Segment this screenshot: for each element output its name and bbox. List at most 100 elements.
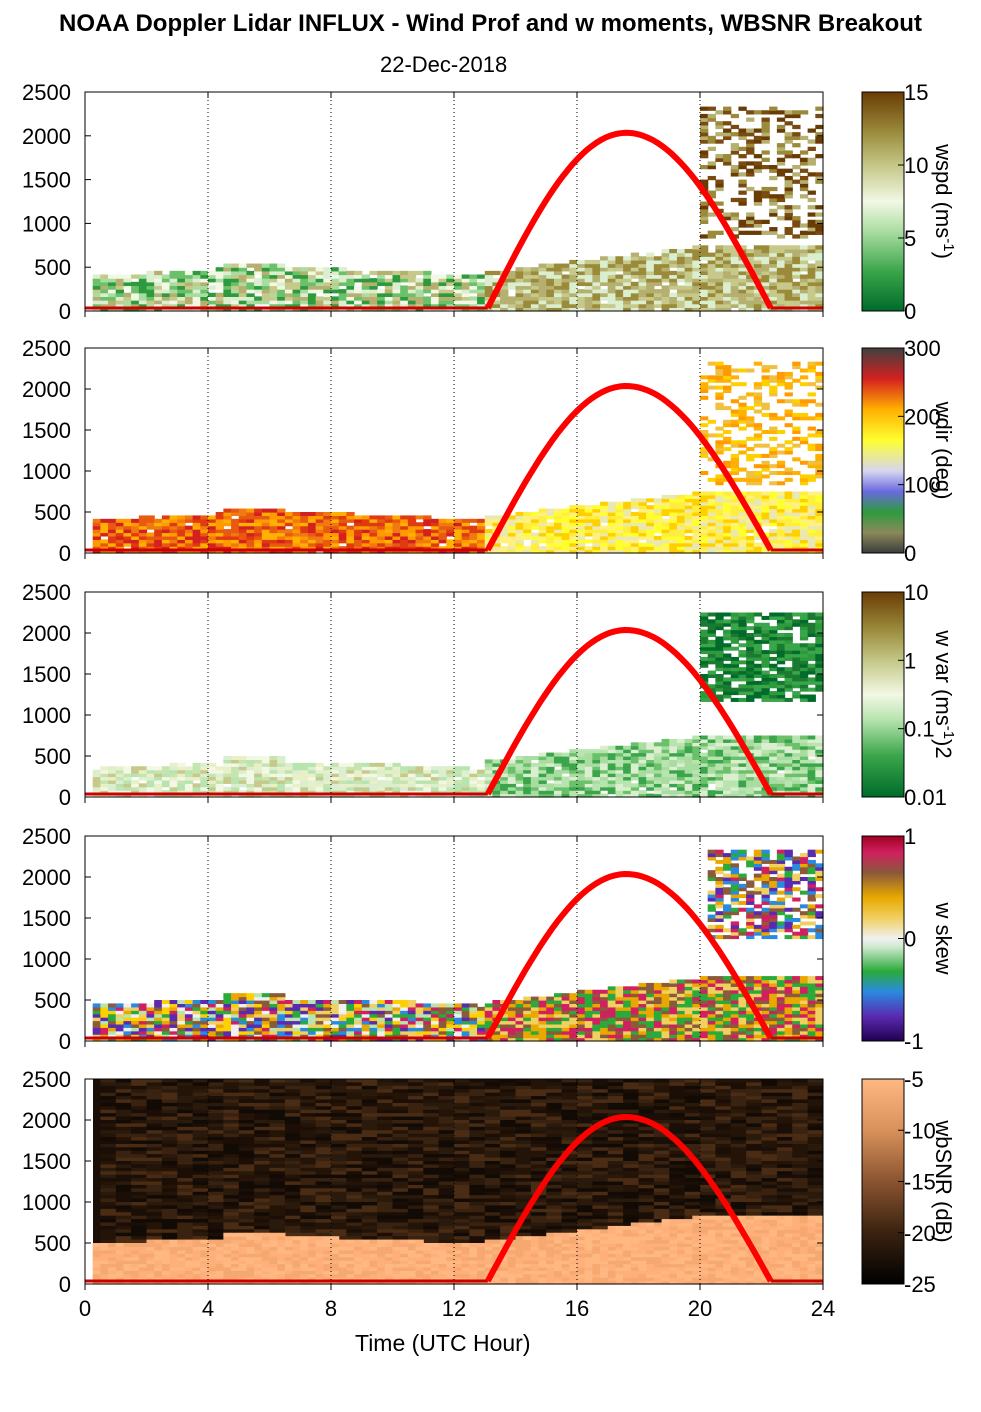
data-cell (146, 1003, 155, 1008)
data-cell (338, 1023, 347, 1028)
data-cell (161, 1013, 171, 1018)
data-cell (676, 542, 686, 547)
data-cell (607, 505, 617, 510)
data-cell (653, 303, 663, 308)
data-cell (384, 296, 394, 301)
data-cell (361, 766, 371, 771)
data-cell (392, 515, 401, 520)
data-cell (208, 274, 217, 279)
data-cell (515, 512, 524, 517)
upper-cell (700, 165, 709, 170)
data-cell (261, 522, 271, 527)
data-cell (254, 515, 263, 520)
data-cell (776, 263, 786, 268)
upper-cell (700, 697, 709, 702)
upper-cell (807, 650, 816, 655)
data-cell (507, 766, 517, 771)
data-cell (484, 292, 494, 297)
data-cell (100, 274, 109, 279)
upper-cell (738, 615, 747, 620)
data-cell (177, 289, 186, 294)
data-cell (177, 303, 186, 308)
data-cell (461, 292, 470, 297)
data-cell (523, 285, 532, 290)
data-cell (223, 535, 232, 540)
data-cell (807, 735, 816, 740)
data-cell (807, 779, 816, 784)
data-cell (577, 267, 586, 272)
data-cell (215, 535, 224, 540)
data-cell (246, 539, 255, 544)
data-cell (769, 522, 778, 527)
data-cell (223, 1030, 232, 1035)
data-cell (776, 549, 786, 554)
data-cell (730, 762, 740, 767)
data-cell (769, 738, 778, 743)
data-cell (254, 296, 263, 301)
data-cell (323, 522, 332, 527)
data-cell (384, 529, 394, 534)
colorbar-tick-label: 15 (904, 80, 928, 105)
data-cell (461, 529, 470, 534)
data-cell (369, 539, 378, 544)
data-cell (646, 742, 655, 747)
upper-cell (792, 216, 801, 221)
data-cell (454, 292, 463, 297)
upper-cell (707, 622, 716, 627)
data-cell (300, 790, 309, 795)
data-cell (730, 300, 740, 305)
data-cell (653, 539, 663, 544)
data-cell (138, 522, 148, 527)
upper-cell (769, 453, 778, 458)
data-cell (730, 546, 740, 551)
data-cell (115, 285, 125, 290)
data-cell (584, 752, 593, 757)
upper-cell (753, 135, 763, 141)
y-tick-label: 2000 (22, 621, 71, 646)
data-cell (346, 783, 355, 788)
data-cell (238, 1013, 248, 1018)
data-cell (131, 529, 140, 534)
data-cell (246, 1006, 255, 1011)
data-cell (415, 525, 424, 530)
data-cell (661, 539, 670, 544)
data-cell (438, 529, 447, 534)
data-cell (231, 790, 240, 795)
upper-cell (799, 697, 809, 702)
data-cell (761, 278, 770, 283)
data-cell (315, 1000, 324, 1005)
data-cell (277, 759, 286, 764)
upper-cell (730, 477, 740, 482)
data-cell (546, 285, 555, 290)
upper-cell (707, 619, 716, 624)
upper-cell (738, 201, 747, 206)
data-cell (477, 518, 486, 523)
data-cell (715, 529, 724, 534)
data-cell (108, 790, 117, 795)
data-cell (538, 508, 547, 513)
data-cell (223, 292, 232, 297)
data-cell (700, 289, 709, 294)
data-cell (246, 762, 255, 767)
data-cell (577, 790, 586, 795)
data-cell (653, 505, 663, 510)
data-cell (669, 525, 678, 530)
data-cell (592, 786, 601, 791)
data-cell (669, 529, 678, 534)
data-cell (138, 549, 148, 554)
data-cell (669, 281, 678, 287)
data-cell (361, 793, 371, 798)
data-cell (200, 289, 209, 294)
data-cell (815, 515, 824, 520)
data-cell (338, 515, 347, 520)
data-cell (561, 281, 570, 287)
upper-cell (700, 619, 709, 624)
data-cell (331, 281, 340, 287)
data-cell (346, 289, 355, 294)
data-cell (630, 296, 640, 301)
data-cell (423, 793, 432, 798)
data-cell (254, 790, 263, 795)
data-cell (138, 769, 148, 774)
data-cell (454, 542, 463, 547)
data-cell (746, 549, 755, 554)
